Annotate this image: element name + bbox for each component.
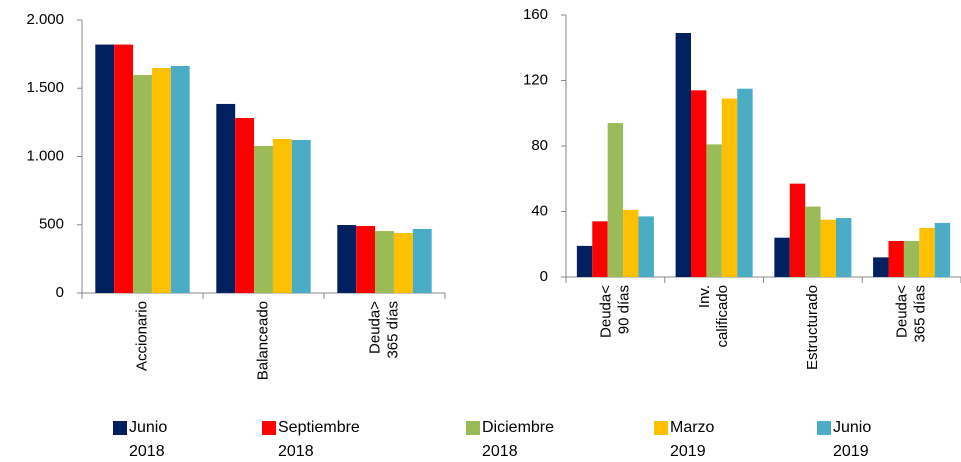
x-tick-label: Accionario (133, 301, 150, 371)
legend-swatch (113, 421, 127, 435)
x-tick-label: Balanceado (254, 301, 271, 380)
bar: Diciembre 2018 (706, 144, 722, 277)
y-tick-label: 40 (531, 202, 548, 219)
x-tick-label: Estructurado (804, 285, 821, 370)
x-tick-label: 365 días (384, 301, 401, 359)
bar: Marzo 2019 (623, 209, 639, 277)
bar: Junio 2018 (95, 44, 115, 293)
bar: Septiembre 2018 (691, 90, 707, 277)
bar: Septiembre 2018 (356, 225, 376, 293)
y-tick-label: 160 (523, 6, 548, 23)
bar: Diciembre 2018 (375, 231, 394, 293)
x-tick-label: Inv. (696, 285, 713, 308)
legend-swatch (654, 421, 668, 435)
bar: Septiembre 2018 (888, 240, 904, 277)
y-tick-label: 1.000 (26, 147, 64, 164)
bar: Marzo 2019 (393, 232, 413, 293)
x-tick-label: Deuda< (894, 285, 911, 338)
bar: Diciembre 2018 (254, 145, 273, 293)
y-tick-label: 500 (39, 216, 64, 233)
bar: Diciembre 2018 (903, 240, 920, 277)
y-tick-label: 80 (531, 137, 548, 154)
bar: Junio 2018 (873, 257, 889, 277)
legend-label: Junio 2019 (833, 419, 872, 460)
legend-label: Diciembre 2018 (482, 419, 555, 460)
bar: Septiembre 2018 (114, 44, 134, 293)
bar: Septiembre 2018 (789, 183, 806, 277)
bar: Junio 2018 (774, 237, 790, 277)
y-tick-label: 0 (540, 268, 548, 285)
bar: Diciembre 2018 (607, 123, 624, 277)
legend-swatch (817, 421, 831, 435)
bar: Junio 2019 (291, 139, 311, 293)
bar: Septiembre 2018 (592, 221, 608, 277)
legend-label: Marzo 2019 (670, 419, 715, 460)
bar: Junio 2018 (216, 103, 236, 293)
bar: Junio 2019 (638, 216, 654, 277)
legend-label: Junio 2018 (129, 419, 168, 460)
bar: Junio 2018 (675, 33, 692, 278)
legend-swatch (466, 421, 480, 435)
x-tick-label: 365 días (912, 285, 929, 343)
bar: Junio 2019 (170, 66, 190, 293)
y-tick-label: 1.500 (26, 79, 64, 96)
bar: Marzo 2019 (151, 68, 171, 293)
bar: Marzo 2019 (919, 227, 935, 277)
bar: Junio 2019 (835, 218, 852, 277)
bar: Diciembre 2018 (805, 206, 821, 277)
bar: Junio 2019 (934, 222, 951, 277)
bar: Diciembre 2018 (133, 75, 152, 294)
y-tick-label: 2.000 (26, 11, 64, 28)
bar: Marzo 2019 (721, 98, 738, 277)
legend-swatch (262, 421, 276, 435)
y-tick-label: 0 (56, 284, 64, 301)
bar: Junio 2019 (737, 88, 753, 277)
bar: Junio 2018 (576, 245, 593, 277)
bar: Junio 2018 (337, 225, 357, 293)
bar: Septiembre 2018 (235, 118, 255, 293)
x-tick-label: Deuda> (366, 301, 383, 354)
bar: Junio 2019 (412, 228, 432, 293)
bar: Marzo 2019 (272, 139, 292, 293)
x-tick-label: calificado (714, 285, 731, 348)
bar: Marzo 2019 (820, 219, 836, 277)
x-tick-label: Deuda< (597, 285, 614, 338)
y-tick-label: 120 (523, 71, 548, 88)
legend-label: Septiembre 2018 (278, 419, 360, 460)
x-tick-label: 90 días (615, 285, 632, 334)
